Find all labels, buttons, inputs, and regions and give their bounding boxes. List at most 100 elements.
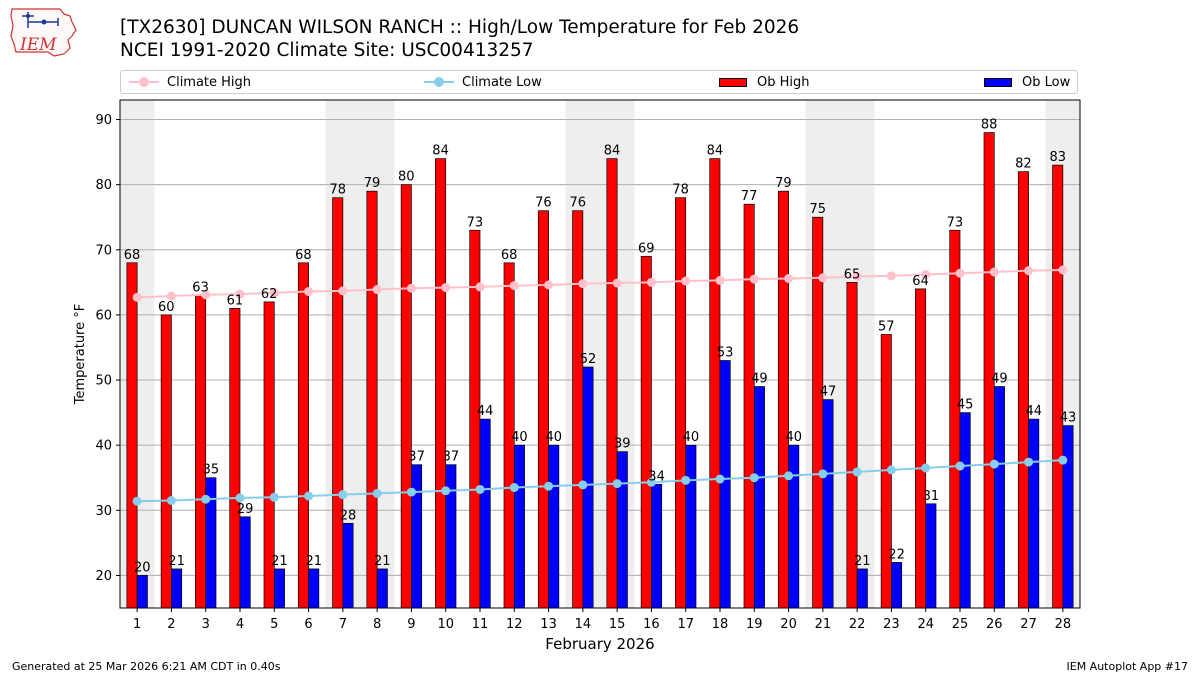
ob-low-bar-label: 49: [751, 372, 768, 387]
climate-low-point: [166, 496, 176, 506]
x-tick-label: 18: [712, 617, 729, 632]
ob-high-bar-label: 73: [947, 215, 964, 230]
climate-low-point: [646, 477, 656, 487]
ob-low-bar: [376, 568, 388, 609]
x-axis-label: February 2026: [545, 635, 654, 653]
x-tick-label: 16: [643, 617, 660, 632]
ob-high-bar-label: 68: [501, 248, 518, 263]
y-tick-label: 40: [95, 439, 112, 454]
climate-high-point: [406, 283, 416, 293]
ob-high-bar: [435, 158, 447, 609]
ob-low-bar: [993, 386, 1005, 609]
ob-low-bar-label: 22: [888, 547, 905, 562]
ob-low-bar: [925, 503, 937, 609]
ob-low-bar: [788, 444, 800, 609]
ob-high-bar: [1017, 171, 1029, 609]
x-tick-label: 5: [270, 617, 278, 632]
ob-low-bar: [616, 451, 628, 609]
chart-title: [TX2630] DUNCAN WILSON RANCH :: High/Low…: [120, 17, 800, 38]
climate-low-point: [955, 461, 965, 471]
climate-low-point: [201, 494, 211, 504]
ob-low-bar-label: 44: [1025, 404, 1042, 419]
legend-label-ob-low: Ob Low: [1022, 74, 1071, 90]
x-tick-label: 22: [849, 617, 866, 632]
ob-low-bar-label: 31: [923, 489, 940, 504]
x-tick-label: 19: [746, 617, 763, 632]
x-tick-label: 3: [202, 617, 210, 632]
climate-high-point: [784, 273, 794, 283]
ob-low-bar: [719, 360, 731, 609]
climate-high-point: [1058, 265, 1068, 275]
x-tick-label: 17: [677, 617, 694, 632]
climate-low-point: [715, 474, 725, 484]
ob-low-bar-label: 37: [443, 450, 460, 465]
climate-high-point: [818, 273, 828, 283]
climate-low-point: [749, 473, 759, 483]
ob-low-bar-label: 21: [271, 554, 288, 569]
ob-high-bar: [640, 255, 652, 609]
ob-low-bar: [136, 575, 148, 609]
ob-high-bar: [675, 197, 687, 609]
legend-item-climate-high: Climate High: [129, 71, 251, 93]
climate-low-point: [852, 467, 862, 477]
ob-low-swatch: [984, 77, 1012, 87]
app-credit: IEM Autoplot App #17: [1066, 660, 1189, 673]
climate-low-line: [137, 459, 1063, 503]
climate-low-point: [235, 493, 245, 503]
y-tick-label: 90: [95, 113, 112, 128]
climate-high-point: [441, 283, 451, 293]
ob-low-bar: [239, 516, 251, 609]
ob-high-bar-label: 79: [775, 176, 792, 191]
ob-high-bar-label: 60: [158, 300, 175, 315]
ob-low-bar: [959, 412, 971, 609]
climate-low-swatch: [424, 77, 454, 87]
climate-lines: [132, 265, 1068, 506]
ob-high-bar-label: 76: [569, 196, 586, 211]
ob-low-bar-label: 35: [203, 463, 220, 478]
ob-low-bar-label: 49: [991, 372, 1008, 387]
legend-label-climate-low: Climate Low: [462, 74, 542, 90]
climate-high-point: [304, 286, 314, 296]
x-tick-label: 13: [540, 617, 557, 632]
climate-high-point: [989, 267, 999, 277]
ob-low-bar-label: 34: [648, 469, 665, 484]
ob-low-bar-label: 43: [1060, 411, 1077, 426]
y-tick-label: 60: [95, 308, 112, 323]
climate-low-point: [544, 481, 554, 491]
ob-low-bar: [685, 444, 697, 609]
ob-high-bar-label: 63: [192, 280, 209, 295]
climate-low-point: [612, 479, 622, 489]
climate-low-point: [989, 459, 999, 469]
ob-low-bar-label: 47: [820, 385, 837, 400]
ob-low-bar-label: 28: [340, 508, 357, 523]
climate-high-point: [1024, 266, 1034, 276]
ob-low-bar-label: 40: [785, 430, 802, 445]
iem-logo: IEM: [10, 8, 77, 57]
ob-high-bar: [949, 229, 961, 609]
ob-high-bar: [915, 288, 927, 609]
climate-low-point: [921, 463, 931, 473]
ob-low-bar: [411, 464, 423, 609]
ob-high-bar-label: 62: [261, 287, 278, 302]
climate-high-point: [372, 285, 382, 295]
x-tick-label: 23: [883, 617, 900, 632]
climate-low-point: [406, 487, 416, 497]
ob-low-bar: [171, 568, 183, 609]
ob-high-bar-label: 57: [878, 319, 895, 334]
climate-high-point: [544, 280, 554, 290]
ob-high-bar-label: 68: [295, 248, 312, 263]
climate-high-point: [269, 288, 279, 298]
ob-low-bar: [1028, 418, 1040, 609]
ob-low-bar-label: 21: [374, 554, 391, 569]
ob-high-bar-label: 78: [672, 183, 689, 198]
climate-high-point: [852, 271, 862, 281]
climate-low-point: [269, 492, 279, 502]
ob-low-bar: [308, 568, 320, 609]
climate-high-point: [132, 292, 142, 302]
x-tick-label: 11: [472, 617, 489, 632]
ob-high-bar-label: 73: [467, 215, 484, 230]
ob-low-bar-label: 40: [545, 430, 562, 445]
climate-high-point: [646, 277, 656, 287]
ob-high-bar: [606, 158, 618, 609]
climate-low-point: [475, 484, 485, 494]
